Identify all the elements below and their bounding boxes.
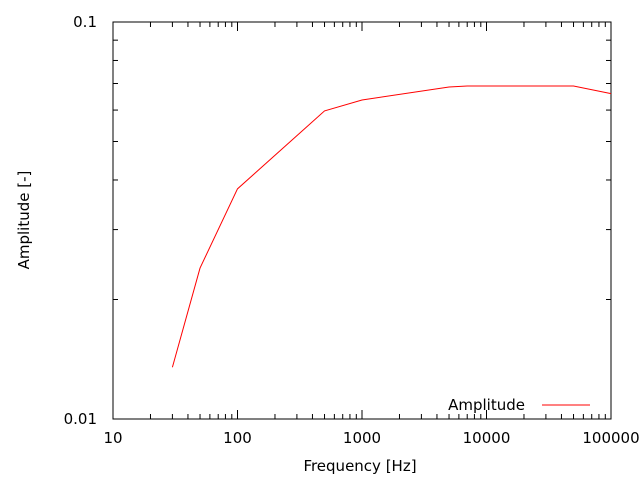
legend-label: Amplitude [448, 396, 525, 414]
y-tick-label: 0.01 [64, 410, 97, 428]
x-tick-label: 10 [103, 429, 122, 447]
x-tick-label: 100000 [582, 429, 639, 447]
y-tick-label: 0.1 [73, 13, 97, 31]
x-tick-label: 100 [223, 429, 252, 447]
ticks [112, 21, 612, 420]
y-axis-label: Amplitude [-] [15, 171, 33, 270]
tick-labels: 10 100 1000 10000 100000 0.01 0.1 [64, 13, 640, 447]
x-axis-label: Frequency [Hz] [303, 457, 416, 475]
series-line-amplitude [171, 85, 612, 368]
x-tick-label: 1000 [343, 429, 381, 447]
x-tick-label: 10000 [463, 429, 511, 447]
axes [112, 21, 612, 420]
plot-border [112, 21, 612, 420]
